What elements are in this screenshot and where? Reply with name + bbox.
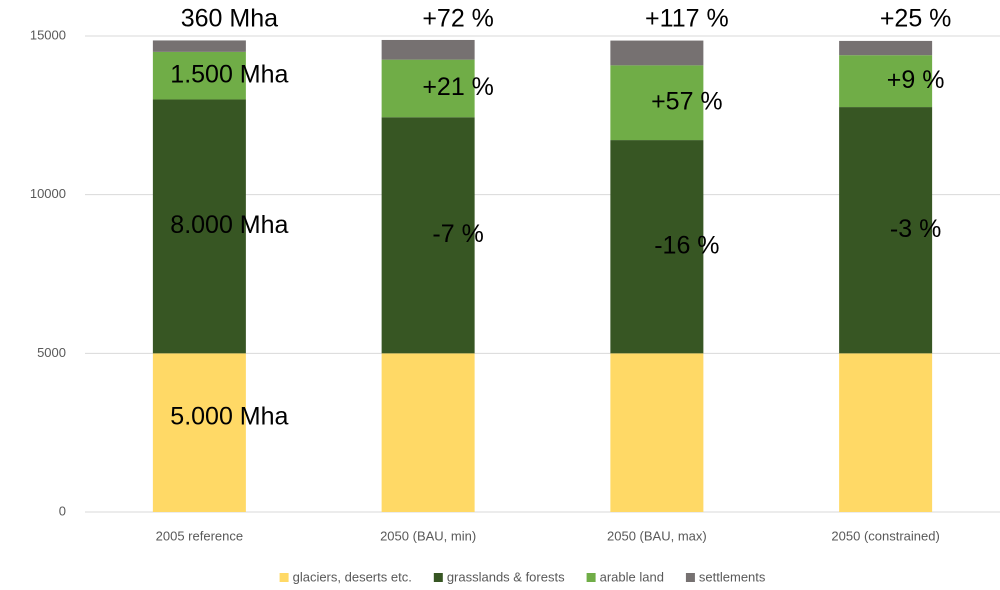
annotation: +57 % <box>651 87 723 115</box>
x-tick-label: 2050 (BAU, max) <box>607 528 707 543</box>
bar-segment <box>839 107 933 354</box>
x-tick-label: 2050 (constrained) <box>831 528 939 543</box>
bar-segment <box>839 40 933 56</box>
annotation: +25 % <box>880 5 952 33</box>
bar-segment <box>381 353 475 512</box>
y-tick-label: 0 <box>59 503 66 518</box>
bar-segment <box>610 140 704 354</box>
bar-segment <box>381 117 475 354</box>
annotation: 8.000 Mha <box>170 211 288 239</box>
annotation: +72 % <box>422 5 494 33</box>
annotation: -3 % <box>890 215 941 243</box>
x-tick-label: 2050 (BAU, min) <box>380 528 476 543</box>
bar-segment <box>839 353 933 512</box>
y-tick-label: 15000 <box>30 27 66 42</box>
legend-swatch <box>685 573 695 582</box>
annotation: 360 Mha <box>181 5 278 33</box>
bar-segment <box>381 39 475 60</box>
annotation: -7 % <box>432 220 483 248</box>
legend-swatch <box>279 573 289 582</box>
annotation: +21 % <box>422 73 494 101</box>
legend-swatch <box>586 573 596 582</box>
annotation: 5.000 Mha <box>170 402 288 430</box>
y-tick-label: 5000 <box>37 345 66 360</box>
x-tick-label: 2005 reference <box>156 528 243 543</box>
bar-segment <box>610 353 704 512</box>
legend-swatch <box>433 573 443 582</box>
y-tick-label: 10000 <box>30 186 66 201</box>
legend-label: arable land <box>600 569 664 584</box>
bar-segment <box>152 99 246 354</box>
annotation: -16 % <box>654 231 719 259</box>
annotation: +9 % <box>887 66 945 94</box>
legend-label: grasslands & forests <box>447 569 565 584</box>
bar-segment <box>610 40 704 66</box>
bar-segment <box>381 59 475 118</box>
bar-segment <box>152 51 246 100</box>
bar-segment <box>610 65 704 141</box>
annotation: +117 % <box>645 5 729 33</box>
legend-label: settlements <box>699 569 766 584</box>
annotation: 1.500 Mha <box>170 60 288 88</box>
bar-segment <box>152 353 246 512</box>
bar-segment <box>152 40 246 52</box>
bar-segment <box>839 55 933 108</box>
legend-label: glaciers, deserts etc. <box>293 569 412 584</box>
